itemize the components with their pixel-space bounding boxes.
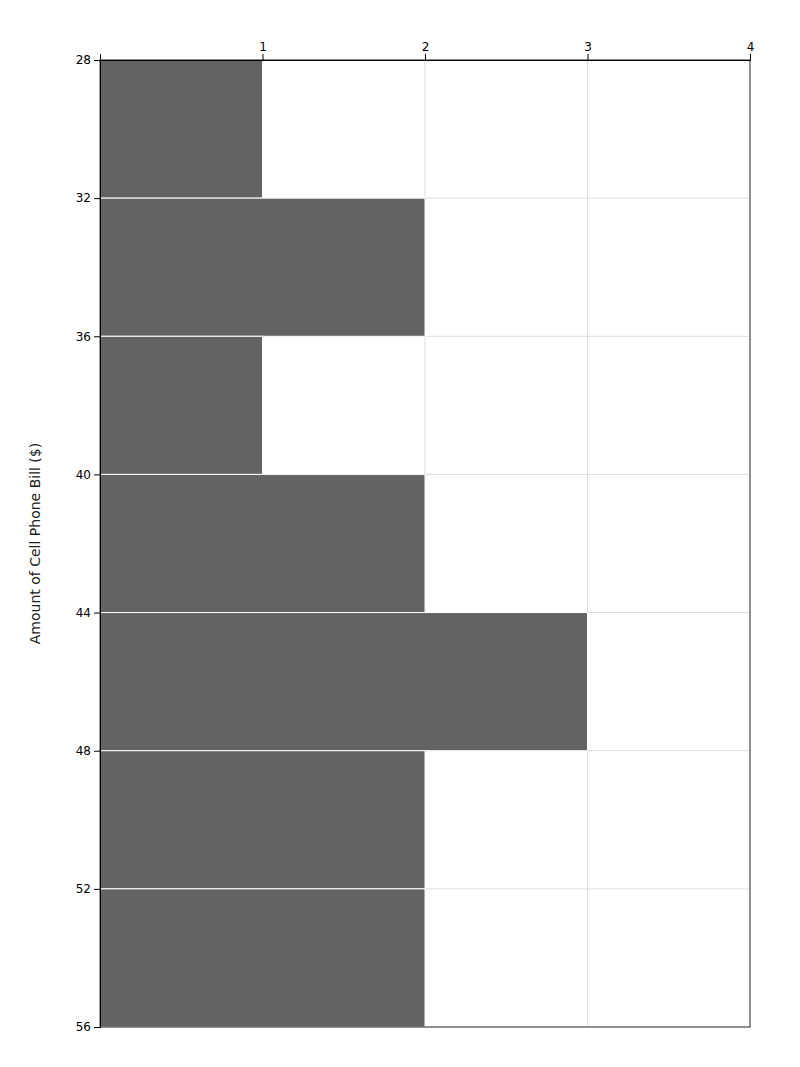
tick-mark (94, 336, 100, 337)
tick-label: 44 (76, 606, 91, 620)
tick-mark (94, 1027, 100, 1028)
bar (100, 60, 263, 198)
x-tick: 2 (422, 40, 430, 60)
y-tick: 44 (76, 606, 100, 620)
bar (100, 336, 263, 474)
y-tick: 52 (76, 882, 100, 896)
tick-label: 56 (76, 1020, 91, 1034)
tick-mark (94, 198, 100, 199)
chart: 1 2 3 4 28 32 36 40 44 48 52 56 Amount of Cell Phone… (0, 0, 800, 1067)
tick-label: 2 (422, 40, 430, 54)
bar (100, 613, 588, 751)
axis-line (101, 54, 751, 61)
x-tick: 1 (259, 40, 267, 60)
grid (100, 60, 750, 1027)
x-axis: 1 2 3 4 (101, 40, 755, 61)
x-tick: 3 (584, 40, 592, 60)
tick-mark (94, 60, 100, 61)
plot-frame (100, 60, 750, 1027)
tick-label: 28 (76, 53, 91, 67)
tick-label: 1 (259, 40, 267, 54)
y-tick: 56 (76, 1020, 100, 1034)
tick-mark (750, 54, 751, 60)
bar (100, 474, 425, 612)
y-tick: 28 (76, 53, 100, 67)
y-axis-title: Amount of Cell Phone Bill ($) (27, 443, 43, 644)
y-axis: 28 32 36 40 44 48 52 56 (76, 53, 101, 1034)
grid-line (587, 60, 588, 1027)
bar (100, 889, 425, 1027)
x-tick: 4 (747, 40, 755, 60)
tick-mark (263, 54, 264, 60)
tick-label: 40 (76, 468, 91, 482)
axis-line (94, 61, 101, 1028)
tick-mark (94, 613, 100, 614)
tick-label: 48 (76, 744, 91, 758)
tick-mark (425, 54, 426, 60)
tick-mark (588, 54, 589, 60)
plot: 1 2 3 4 28 32 36 40 44 48 52 56 (76, 40, 755, 1034)
bar (100, 198, 425, 336)
tick-label: 4 (747, 40, 755, 54)
tick-label: 32 (76, 191, 91, 205)
tick-mark (94, 474, 100, 475)
bars (100, 60, 588, 1027)
y-tick: 40 (76, 468, 100, 482)
bar (100, 751, 425, 889)
tick-mark (94, 889, 100, 890)
y-tick: 32 (76, 191, 100, 205)
tick-label: 3 (584, 40, 592, 54)
tick-mark (94, 751, 100, 752)
tick-label: 52 (76, 882, 91, 896)
y-tick: 48 (76, 744, 100, 758)
y-tick: 36 (76, 330, 100, 344)
tick-label: 36 (76, 330, 91, 344)
